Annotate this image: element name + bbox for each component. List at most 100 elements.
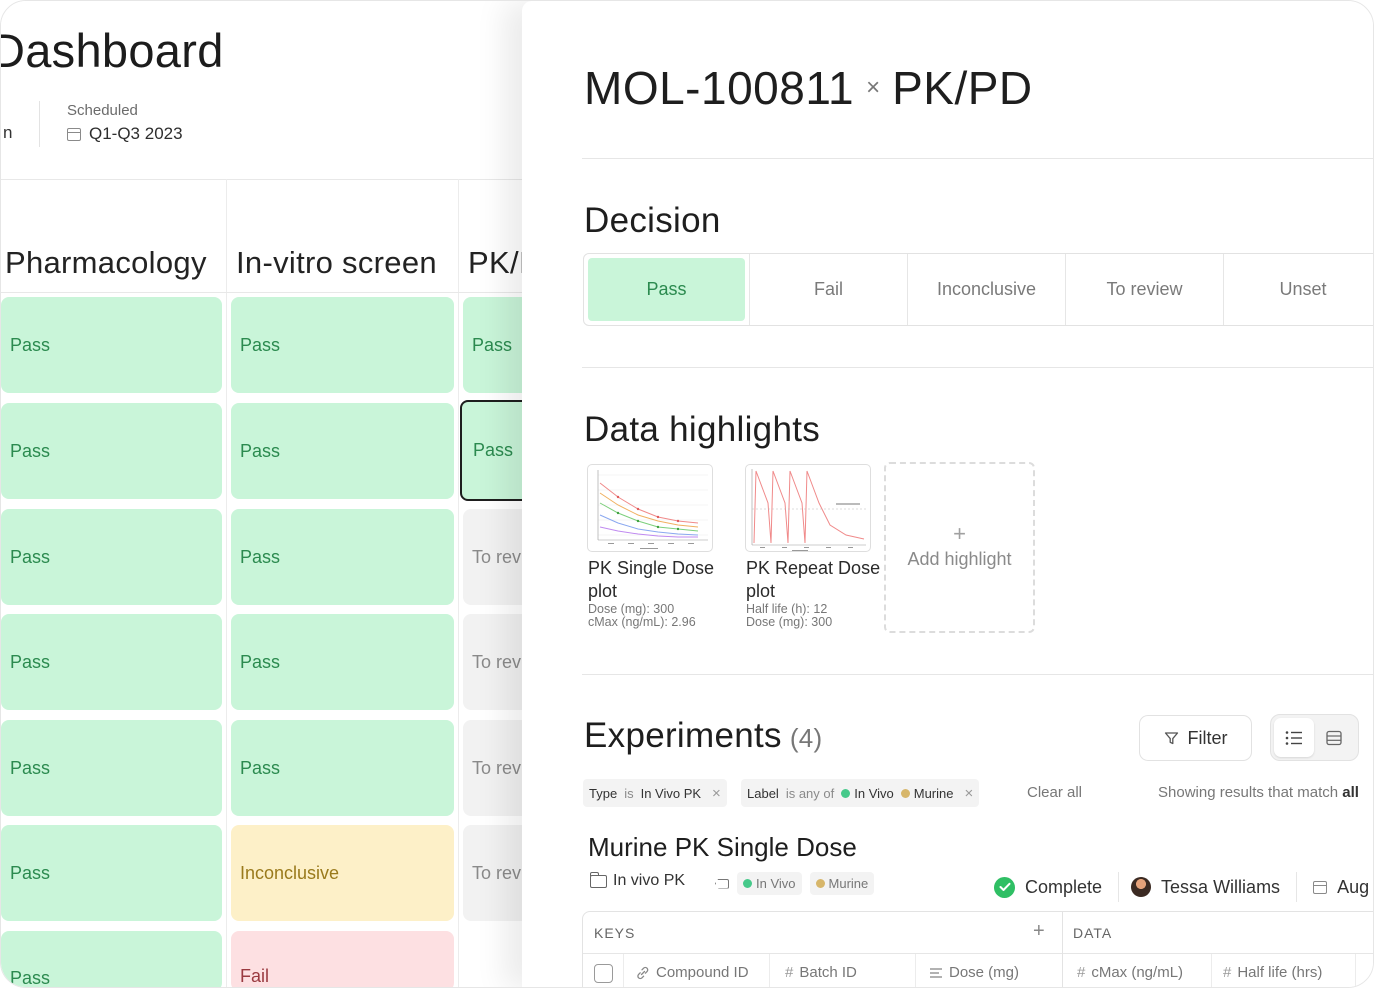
status-cell[interactable]: Pass: [1, 509, 222, 605]
add-highlight-label: Add highlight: [907, 549, 1012, 569]
status-cell[interactable]: Pass: [1, 825, 222, 921]
experiments-title: Experiments (4): [584, 716, 823, 756]
title-separator: ×: [866, 74, 881, 101]
scheduled-value[interactable]: Q1-Q3 2023: [67, 124, 183, 144]
column-header-batch-id[interactable]: # Batch ID: [785, 964, 857, 981]
repeat-dose-plot-image: [751, 469, 866, 551]
decision-option-pass[interactable]: Pass: [588, 258, 745, 321]
chip-remove-icon[interactable]: ×: [712, 784, 721, 802]
number-icon: #: [1223, 964, 1232, 981]
data-highlights-title: Data highlights: [584, 410, 821, 449]
decision-option-fail[interactable]: Fail: [750, 254, 909, 325]
status-cell[interactable]: Pass: [231, 509, 454, 605]
filter-chip-label[interactable]: Label is any of In Vivo Murine ×: [741, 779, 980, 807]
column-header-compound-id[interactable]: Compound ID: [636, 964, 749, 981]
status-cell[interactable]: Pass: [231, 403, 454, 499]
chip-value: In Vivo: [841, 786, 894, 801]
table-view-button[interactable]: [1314, 718, 1354, 757]
divider: [582, 367, 1373, 368]
highlight-meta-line: Dose (mg): 300: [746, 615, 833, 629]
chip-value: Murine: [900, 786, 954, 801]
status-cell[interactable]: Pass: [1, 931, 222, 987]
add-highlight-button[interactable]: + Add highlight: [884, 462, 1035, 633]
tag-label: Murine: [828, 876, 869, 891]
column-label: Compound ID: [656, 964, 749, 981]
experiment-folder[interactable]: In vivo PK: [589, 871, 685, 890]
table-header: [583, 912, 1373, 954]
status-cell[interactable]: Pass: [231, 720, 454, 816]
meta-separator: [1296, 872, 1298, 902]
column-label: Half life (hrs): [1237, 964, 1323, 981]
meta-separator: [1118, 872, 1120, 902]
decision-option-unset[interactable]: Unset: [1279, 279, 1327, 299]
chip-value-text: In Vivo: [854, 785, 894, 801]
status-cell[interactable]: Pass: [231, 614, 454, 710]
experiment-tags[interactable]: In Vivo Murine: [715, 872, 875, 895]
chip-operator: is: [624, 785, 634, 801]
column-header-pharmacology[interactable]: Pharmacology: [5, 245, 207, 280]
column-divider: [458, 179, 459, 987]
column-divider: [226, 179, 227, 987]
highlight-title[interactable]: PK Repeat Dose plot: [746, 558, 881, 601]
decision-option-inconclusive[interactable]: Inconclusive: [908, 254, 1067, 325]
column-divider: [623, 954, 624, 987]
decision-segmented-control: Pass Fail Inconclusive To review Unset: [583, 253, 1373, 326]
chip-remove-icon[interactable]: ×: [964, 784, 974, 802]
scheduled-label: Scheduled: [67, 102, 138, 119]
experiment-date[interactable]: Aug: [1337, 876, 1370, 897]
tag-label: In Vivo: [756, 876, 796, 891]
folder-icon: [589, 871, 607, 888]
header-bottom-border: [1, 292, 561, 293]
filter-chip-type[interactable]: Type is In Vivo PK ×: [583, 779, 727, 807]
tag-icon: [715, 878, 729, 889]
meta-divider: [39, 101, 40, 147]
status-label[interactable]: Complete: [1025, 876, 1103, 897]
select-all-checkbox[interactable]: [594, 964, 613, 983]
experiment-status-owner: Complete Tessa Williams Aug: [994, 872, 1369, 902]
highlight-meta: Dose (mg): 300 cMax (ng/mL): 2.96: [588, 603, 748, 629]
status-cell[interactable]: Pass: [1, 720, 222, 816]
dashboard-title: Dashboard: [0, 24, 224, 77]
calendar-icon: [1313, 880, 1328, 894]
status-cell[interactable]: Pass: [1, 403, 222, 499]
tan-dot-icon: [815, 879, 825, 888]
status-cell[interactable]: Inconclusive: [231, 825, 454, 921]
owner-name[interactable]: Tessa Williams: [1161, 876, 1281, 897]
table-icon: [1326, 730, 1342, 745]
status-cell[interactable]: Pass: [1, 297, 222, 393]
column-header-half-life[interactable]: # Half life (hrs): [1223, 964, 1322, 981]
showing-prefix: Showing results that match: [1158, 784, 1339, 801]
highlight-meta: Half life (h): 12 Dose (mg): 300: [746, 603, 906, 629]
tag-chip: In Vivo: [737, 872, 802, 895]
status-cell[interactable]: Pass: [231, 297, 454, 393]
avatar: [1131, 877, 1152, 897]
experiments-title-text: Experiments: [584, 716, 782, 755]
column-header-dose[interactable]: Dose (mg): [929, 964, 1019, 981]
chip-value: In Vivo PK: [640, 785, 702, 801]
column-divider: [1355, 954, 1356, 987]
status-cell[interactable]: Pass: [1, 614, 222, 710]
single-dose-plot-image: [597, 470, 708, 549]
link-icon: [637, 966, 649, 979]
highlight-title[interactable]: PK Single Dose plot: [588, 558, 715, 601]
panel-title: MOL-100811 × PK/PD: [584, 61, 1033, 115]
pk-single-dose-thumbnail[interactable]: [587, 464, 713, 552]
grid-top-border: [1, 179, 561, 180]
column-header-pkpd[interactable]: PK/I: [468, 245, 528, 280]
pk-repeat-dose-thumbnail[interactable]: [745, 464, 871, 552]
column-label: cMax (ng/mL): [1091, 964, 1184, 981]
list-icon: [1285, 730, 1302, 745]
column-header-in-vitro[interactable]: In-vitro screen: [236, 245, 437, 280]
experiment-name[interactable]: Murine PK Single Dose: [588, 832, 857, 862]
column-header-cmax[interactable]: # cMax (ng/mL): [1077, 964, 1183, 981]
list-view-button[interactable]: [1274, 718, 1314, 757]
filter-button[interactable]: Filter: [1139, 715, 1252, 761]
divider: [582, 158, 1373, 159]
column-label: Batch ID: [799, 964, 857, 981]
decision-option-to-review[interactable]: To review: [1066, 254, 1225, 325]
clear-all-link[interactable]: Clear all: [1027, 784, 1083, 801]
add-key-icon[interactable]: +: [1033, 920, 1045, 942]
status-cell[interactable]: Fail: [231, 931, 454, 987]
showing-match-mode[interactable]: all: [1342, 784, 1359, 801]
highlight-meta-line: Dose (mg): 300: [588, 602, 675, 616]
